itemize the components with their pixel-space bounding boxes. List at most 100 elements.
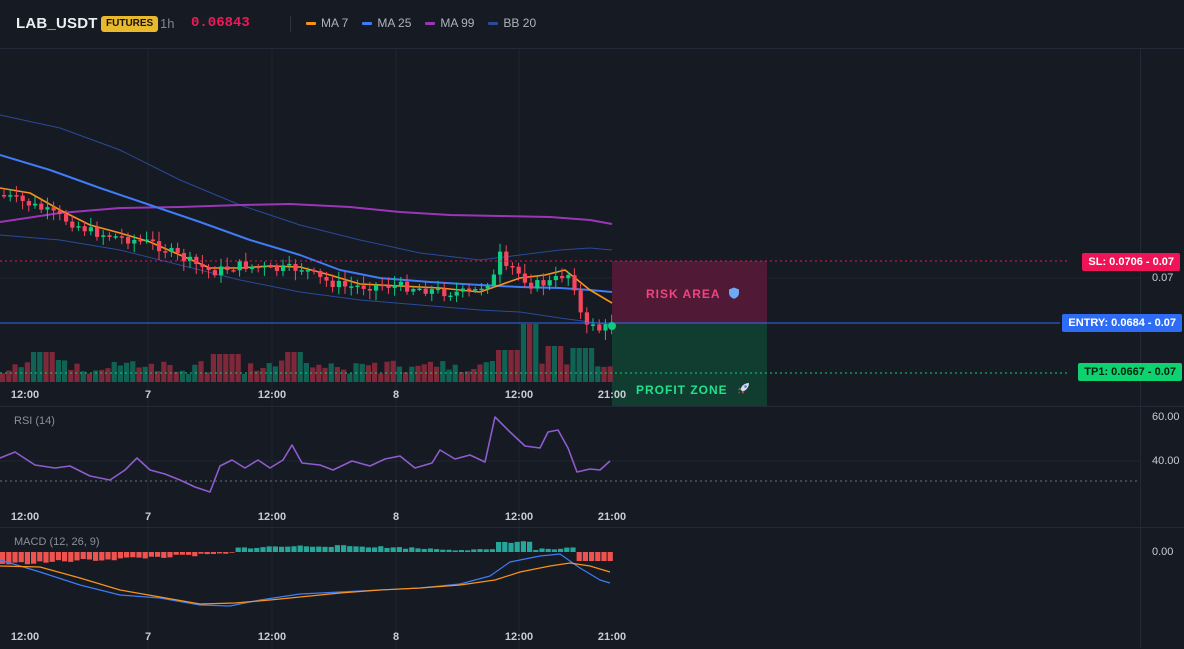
candle-body [281, 265, 286, 271]
candle-body [442, 288, 447, 297]
volume-bar [210, 354, 216, 382]
tp-tag-text: TP1: 0.0667 [1084, 366, 1145, 378]
volume-bar [322, 367, 328, 382]
volume-bar [558, 346, 564, 382]
candle-body [231, 270, 236, 272]
candle-body [584, 312, 589, 325]
candle-body [560, 276, 565, 279]
macd-histogram-bar [55, 552, 61, 561]
price-axis-tick: 0.07 [1152, 272, 1174, 284]
volume-bar [310, 367, 316, 382]
macd-histogram-bar [539, 548, 545, 552]
macd-histogram-bar [241, 547, 247, 552]
volume-bar [179, 370, 185, 382]
ma99-swatch [425, 21, 436, 25]
volume-bar [12, 364, 18, 382]
volume-bar [279, 360, 285, 382]
risk-area-zone [612, 261, 767, 323]
macd-histogram-bar [297, 545, 303, 552]
profit-zone [612, 323, 767, 407]
candle-body [578, 290, 583, 313]
legend-ma25[interactable]: MA 25 [362, 16, 411, 30]
macd-histogram-bar [173, 552, 179, 555]
x-tick-label: 7 [144, 389, 152, 401]
candle-body [126, 237, 131, 244]
candle-body [361, 285, 366, 289]
ma25-swatch [362, 21, 373, 25]
macd-histogram-bar [198, 552, 204, 554]
volume-bar [0, 373, 6, 382]
macd-histogram-bar [105, 552, 111, 560]
risk-area-text: RISK AREA [646, 287, 721, 301]
volume-bar [55, 360, 61, 382]
macd-histogram-bar [12, 552, 18, 563]
x-tick-label: 12:00 [504, 631, 534, 643]
macd-histogram-bar [142, 552, 148, 559]
volume-bar [117, 365, 123, 382]
volume-bar [533, 324, 539, 382]
macd-histogram-bar [0, 552, 6, 564]
macd-histogram-bar [124, 552, 130, 558]
volume-bar [607, 366, 613, 382]
volume-bar [372, 362, 378, 382]
macd-histogram-bar [136, 552, 142, 558]
macd-histogram-bar [440, 549, 446, 552]
volume-bar [155, 371, 161, 382]
macd-histogram-bar [223, 552, 229, 554]
volume-bar [303, 362, 309, 382]
candle-body [597, 324, 602, 331]
sl-tag-text: SL: 0.0706 [1088, 256, 1143, 268]
symbol-name[interactable]: LAB_USDT [16, 15, 98, 32]
macd-histogram-bar [347, 546, 353, 552]
volume-bar [489, 360, 495, 382]
candle-body [150, 239, 155, 242]
volume-bar [365, 365, 371, 382]
macd-histogram-bar [533, 549, 539, 552]
legend-ma99[interactable]: MA 99 [425, 16, 474, 30]
bollinger-bands [0, 114, 613, 326]
header-divider [290, 16, 291, 32]
candle-body [529, 282, 534, 289]
timeframe-selector[interactable]: 1h [160, 16, 175, 31]
volume-bar [291, 352, 297, 382]
volume-bar [62, 360, 68, 382]
candle-body [299, 270, 304, 272]
candle-body [76, 226, 81, 228]
legend-ma7[interactable]: MA 7 [306, 16, 348, 30]
macd-histogram-bar [260, 547, 266, 552]
volume-bar [297, 352, 303, 382]
candle-body [336, 280, 341, 288]
volume-bar [465, 371, 471, 382]
candle-body [479, 288, 484, 291]
candle-body [522, 273, 527, 283]
candle-body [33, 203, 38, 206]
candle-body [504, 251, 509, 266]
candle-body [144, 239, 149, 241]
candle-body [454, 291, 459, 296]
ma7-swatch [306, 21, 316, 25]
macd-histogram-bar [353, 546, 359, 552]
candle-body [188, 256, 193, 262]
entry-price-tag[interactable]: ENTRY: 0.0684 - 0.07 [1062, 314, 1182, 332]
macd-histogram-bar [229, 552, 235, 553]
macd-histogram-bar [148, 552, 154, 557]
tp-price-tag[interactable]: TP1: 0.0667 - 0.07 [1078, 363, 1182, 381]
macd-histogram-bar [155, 552, 161, 557]
macd-histogram-bar [291, 546, 297, 552]
macd-histogram-bar [582, 552, 588, 561]
macd-histogram-bar [434, 549, 440, 552]
candle-body [411, 288, 416, 292]
legend-bb20[interactable]: BB 20 [488, 16, 536, 30]
pane-separator-macd [0, 527, 1184, 528]
macd-histogram-bar [111, 552, 117, 561]
candlesticks [2, 186, 614, 340]
sl-price-tag[interactable]: SL: 0.0706 - 0.07 [1082, 253, 1180, 271]
candle-body [132, 239, 137, 244]
volume-bar [130, 361, 136, 382]
candle-body [380, 284, 385, 287]
candle-body [318, 271, 323, 277]
volume-bar [471, 368, 477, 382]
macd-histogram-bar [396, 547, 402, 552]
candle-body [485, 285, 490, 289]
